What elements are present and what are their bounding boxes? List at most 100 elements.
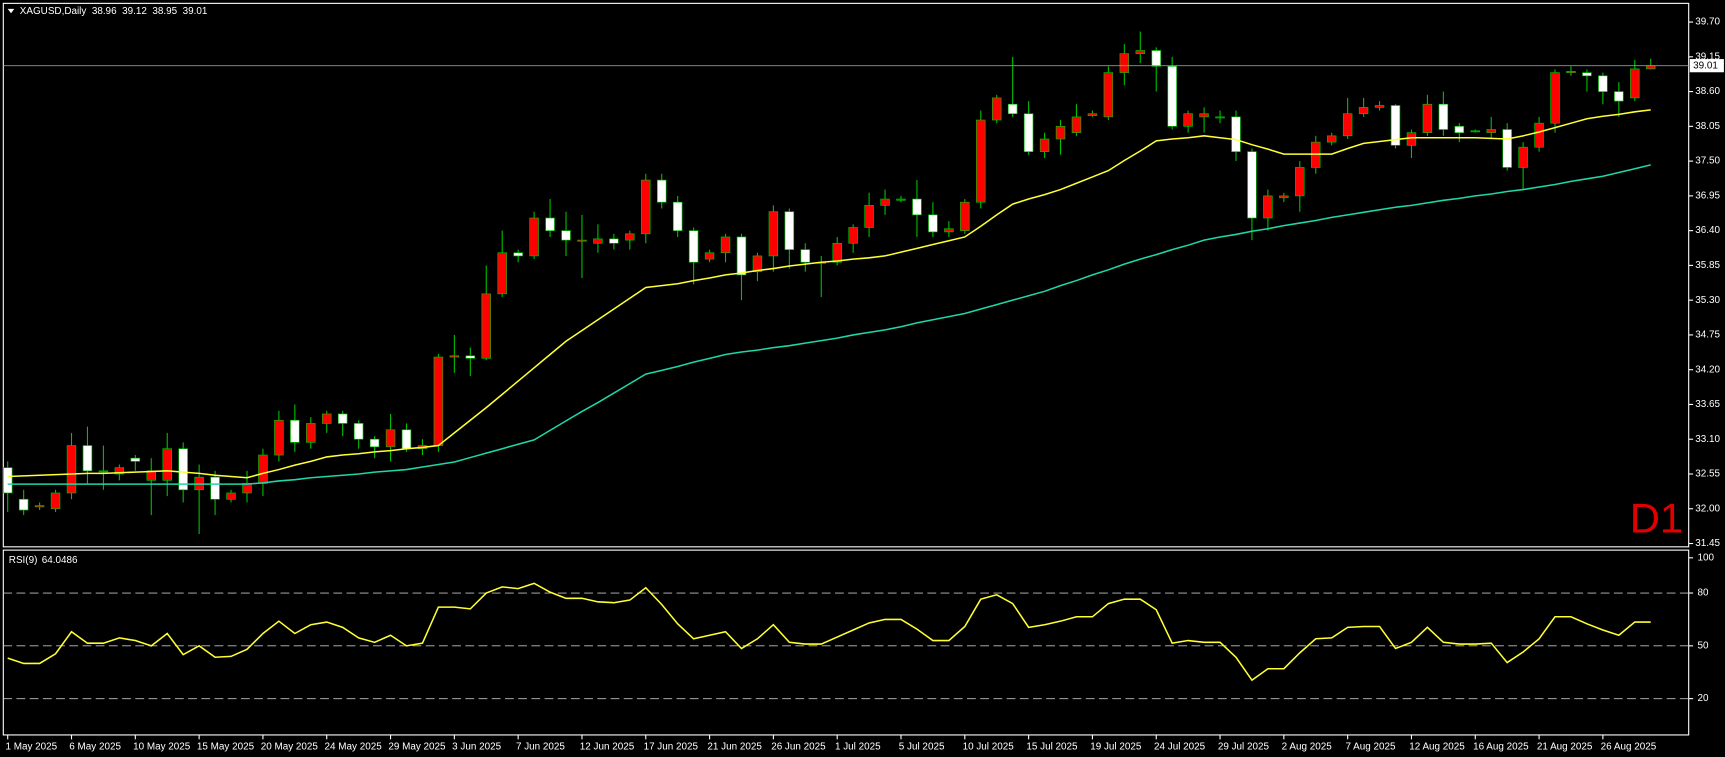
y-tick-label: 39.70 — [1695, 17, 1720, 28]
candle-body — [960, 201, 970, 231]
candle-body — [274, 419, 284, 456]
x-tick-label: 7 Jun 2025 — [516, 742, 565, 753]
candle-body — [625, 233, 635, 241]
y-tick-label: 32.55 — [1695, 469, 1720, 480]
x-tick-label: 6 May 2025 — [69, 742, 121, 753]
candle-body — [1534, 122, 1544, 148]
candle-body — [880, 198, 890, 206]
candle-body — [1055, 126, 1066, 140]
candle-body — [1199, 113, 1209, 118]
rsi-tick-label: 20 — [1697, 693, 1709, 704]
candle-body — [688, 230, 699, 263]
y-tick-label: 36.40 — [1695, 225, 1720, 236]
candle-body — [976, 119, 986, 203]
candle-body — [848, 227, 858, 244]
x-tick-label: 10 May 2025 — [133, 742, 191, 753]
candle-body — [50, 492, 61, 510]
x-tick-label: 20 May 2025 — [261, 742, 319, 753]
candle-body — [1630, 68, 1640, 99]
x-tick-label: 21 Aug 2025 — [1537, 742, 1593, 753]
x-tick-label: 19 Jul 2025 — [1090, 742, 1142, 753]
candle-body — [720, 236, 731, 254]
header-high: 39.12 — [122, 6, 147, 17]
candle-body — [1374, 105, 1385, 108]
candle-body — [1295, 167, 1305, 197]
rsi-tick-label: 50 — [1697, 640, 1709, 651]
x-tick-label: 1 Jul 2025 — [835, 742, 881, 753]
x-tick-label: 29 Jul 2025 — [1218, 742, 1270, 753]
candle-body — [1422, 103, 1433, 134]
candle-body — [752, 255, 763, 273]
candle-body — [1390, 105, 1401, 146]
candle-body — [1087, 113, 1098, 116]
candle-body — [768, 211, 779, 257]
symbol: XAGUSD,Daily — [20, 6, 87, 17]
candle-body — [353, 423, 364, 440]
x-tick-label: 21 Jun 2025 — [707, 742, 762, 753]
candle-body — [401, 429, 412, 450]
x-tick-label: 15 May 2025 — [197, 742, 255, 753]
rsi-name: RSI(9) — [9, 555, 38, 566]
candle-body — [1470, 130, 1481, 133]
candle-body — [704, 252, 715, 260]
candle-body — [385, 429, 396, 448]
candle-body — [864, 205, 874, 228]
x-tick-label: 24 May 2025 — [325, 742, 383, 753]
candle-body — [593, 238, 603, 244]
candle-body — [258, 454, 268, 484]
candle-body — [1614, 91, 1624, 102]
candle-body — [433, 356, 444, 446]
candle-body — [306, 423, 316, 443]
x-tick-label: 12 Aug 2025 — [1409, 742, 1465, 753]
x-tick-label: 24 Jul 2025 — [1154, 742, 1206, 753]
y-tick-label: 36.95 — [1695, 190, 1720, 201]
candle-body — [1406, 132, 1417, 146]
candle-body — [322, 413, 332, 424]
candle-body — [1023, 113, 1034, 152]
candle-body — [2, 467, 13, 494]
candle-body — [1231, 116, 1241, 152]
header-close: 39.01 — [183, 6, 208, 17]
y-tick-label: 39.15 — [1695, 51, 1720, 62]
candle-body — [1358, 107, 1369, 115]
candle-body — [34, 505, 45, 508]
candle-body — [1215, 116, 1225, 119]
x-tick-label: 1 May 2025 — [6, 742, 58, 753]
candle-body — [561, 230, 571, 241]
x-tick-label: 29 May 2025 — [388, 742, 446, 753]
moving-average — [7, 109, 1651, 479]
candle-body — [18, 498, 29, 511]
candle-body — [1119, 53, 1130, 73]
candle-body — [641, 179, 651, 235]
x-tick-label: 26 Aug 2025 — [1601, 742, 1657, 753]
candle-body — [481, 293, 491, 359]
x-tick-label: 2 Aug 2025 — [1282, 742, 1333, 753]
candle-body — [82, 445, 93, 472]
x-tick-label: 10 Jul 2025 — [963, 742, 1015, 753]
candle-body — [944, 228, 954, 233]
candle-body — [242, 483, 252, 494]
y-tick-label: 38.05 — [1695, 121, 1720, 132]
x-tick-label: 26 Jun 2025 — [771, 742, 826, 753]
candle-body — [1646, 65, 1656, 70]
x-tick-label: 16 Aug 2025 — [1473, 742, 1529, 753]
candle-body — [162, 448, 172, 481]
main-panel — [2, 2, 1690, 548]
candle-body — [1103, 72, 1114, 118]
x-tick-label: 3 Jun 2025 — [452, 742, 501, 753]
candle-body — [66, 445, 77, 494]
y-tick-label: 33.10 — [1695, 434, 1720, 445]
candle-body — [1326, 135, 1337, 143]
header-open: 38.96 — [92, 6, 117, 17]
candle-body — [178, 448, 188, 491]
x-tick-label: 17 Jun 2025 — [644, 742, 699, 753]
candle-body — [1135, 50, 1146, 54]
rsi-value: 64.0486 — [42, 555, 78, 566]
candle-body — [991, 97, 1002, 121]
candle-body — [513, 252, 523, 257]
candle-body — [1342, 113, 1353, 137]
candle-body — [1039, 138, 1050, 152]
candle-body — [1007, 103, 1018, 115]
x-tick-label: 12 Jun 2025 — [580, 742, 635, 753]
candle-body — [800, 249, 811, 263]
